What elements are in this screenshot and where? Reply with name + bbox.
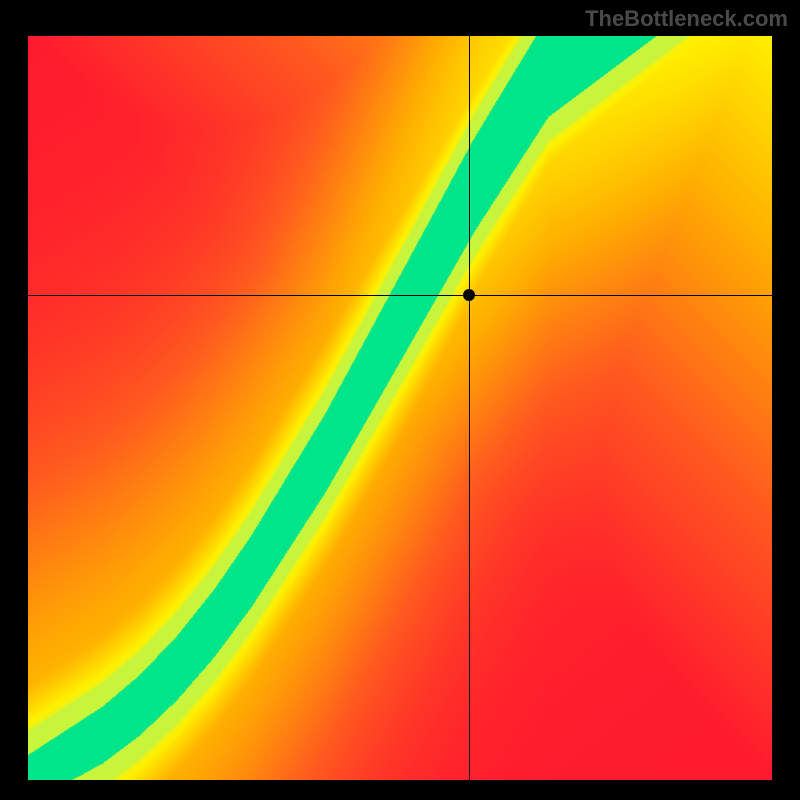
watermark-text: TheBottleneck.com bbox=[585, 6, 788, 32]
bottleneck-heatmap bbox=[28, 36, 772, 780]
heatmap-canvas bbox=[28, 36, 772, 780]
